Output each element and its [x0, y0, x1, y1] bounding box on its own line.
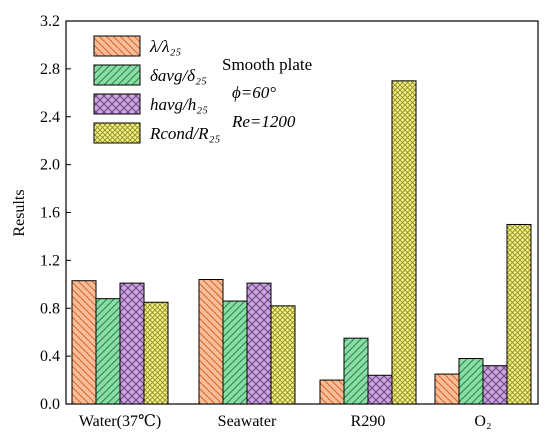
bar — [246, 282, 272, 405]
x-tick-label: R290 — [351, 413, 386, 430]
y-tick-label: 2.8 — [40, 61, 60, 78]
bar — [434, 373, 460, 405]
bar — [95, 298, 121, 405]
y-axis-label: Results — [11, 189, 28, 236]
y-ticks: 0.0 0.4 0.8 1.2 1.6 2.0 2.4 2.8 3.2 — [40, 13, 71, 413]
y-tick-label: 0.4 — [40, 348, 60, 365]
x-ticks: Water(37℃) Seawater R290 O₂ — [79, 413, 492, 430]
x-tick-label: Seawater — [218, 413, 277, 430]
y-tick-label: 1.2 — [40, 252, 60, 269]
bar — [506, 223, 532, 405]
bars — [71, 80, 532, 405]
bar — [391, 80, 417, 405]
bar — [458, 358, 484, 405]
legend-swatch — [93, 93, 141, 115]
legend-label: λ/λ₂₅ — [149, 37, 181, 56]
y-tick-label: 2.4 — [40, 109, 60, 126]
bar — [319, 379, 345, 405]
y-tick-label: 2.0 — [40, 157, 60, 174]
y-tick-label: 3.2 — [40, 13, 60, 30]
legend-swatch — [93, 64, 141, 86]
annotation-angle: ϕ=60° — [232, 83, 276, 102]
y-tick-label: 0.8 — [40, 300, 60, 317]
y-tick-label: 1.6 — [40, 205, 60, 222]
legend: λ/λ₂₅ δavg/δ₂₅ havg/h₂₅ Rcond/R₂₅ — [93, 35, 220, 144]
legend-label: havg/h₂₅ — [150, 95, 208, 114]
bar — [71, 280, 97, 405]
bar — [143, 301, 169, 405]
legend-label: Rcond/R₂₅ — [149, 124, 220, 143]
bar — [222, 300, 248, 405]
annotation-plate: Smooth plate — [222, 55, 312, 74]
y-tick-label: 0.0 — [40, 396, 60, 413]
bar — [119, 282, 145, 405]
bar — [367, 374, 393, 405]
annotation-re: Re=1200 — [231, 112, 296, 131]
legend-swatch — [93, 122, 141, 144]
x-tick-label: O₂ — [474, 413, 491, 430]
bar — [343, 337, 369, 405]
legend-swatch — [93, 35, 141, 57]
legend-label: δavg/δ₂₅ — [150, 66, 207, 85]
bar — [198, 279, 224, 405]
bar — [270, 305, 296, 405]
bar — [482, 365, 508, 405]
x-tick-label: Water(37℃) — [79, 413, 161, 430]
